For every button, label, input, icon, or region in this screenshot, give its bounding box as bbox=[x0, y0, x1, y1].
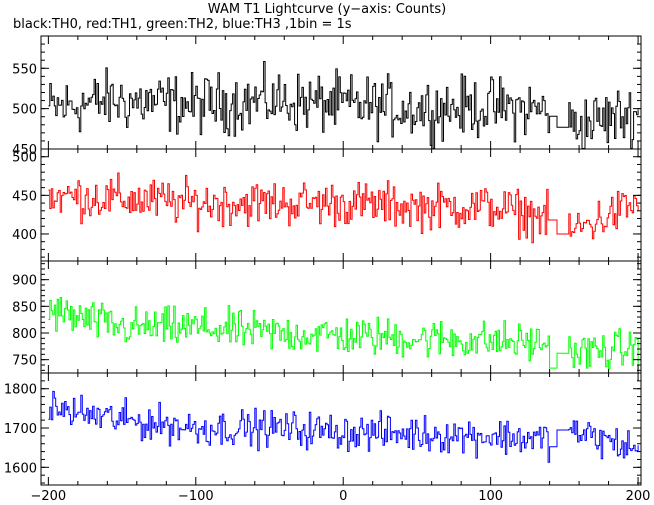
chart-title: WAM T1 Lightcurve (y−axis: Counts) bbox=[207, 2, 447, 17]
series-th2-line bbox=[48, 297, 639, 373]
y-tick-label: 500 bbox=[12, 103, 37, 118]
series-th0-line bbox=[48, 61, 639, 149]
y-tick-label: 400 bbox=[12, 228, 37, 243]
panel-frame-th2 bbox=[40, 260, 642, 374]
panel-frame-th3 bbox=[40, 372, 642, 486]
y-tick-label: 500 bbox=[12, 151, 37, 166]
y-tick-label: 1800 bbox=[4, 383, 37, 398]
x-tick-label: 0 bbox=[339, 489, 347, 504]
y-tick-label: 550 bbox=[12, 62, 37, 77]
y-tick-label: 900 bbox=[12, 274, 37, 289]
x-tick-label: −200 bbox=[31, 489, 67, 504]
y-tick-label: 750 bbox=[12, 354, 37, 369]
y-tick-label: 1600 bbox=[4, 461, 37, 476]
y-tick-label: 450 bbox=[12, 189, 37, 204]
series-th3-line bbox=[48, 390, 639, 463]
x-tick-label: −100 bbox=[178, 489, 214, 504]
y-tick-label: 450 bbox=[12, 143, 37, 158]
y-tick-label: 850 bbox=[12, 300, 37, 315]
y-tick-label: 1700 bbox=[4, 422, 37, 437]
x-tick-label: 200 bbox=[626, 489, 651, 504]
x-tick-label: 100 bbox=[478, 489, 503, 504]
y-tick-label: 800 bbox=[12, 327, 37, 342]
chart-subtitle: black:TH0, red:TH1, green:TH2, blue:TH3 … bbox=[13, 17, 352, 32]
series-th1-line bbox=[48, 172, 639, 244]
